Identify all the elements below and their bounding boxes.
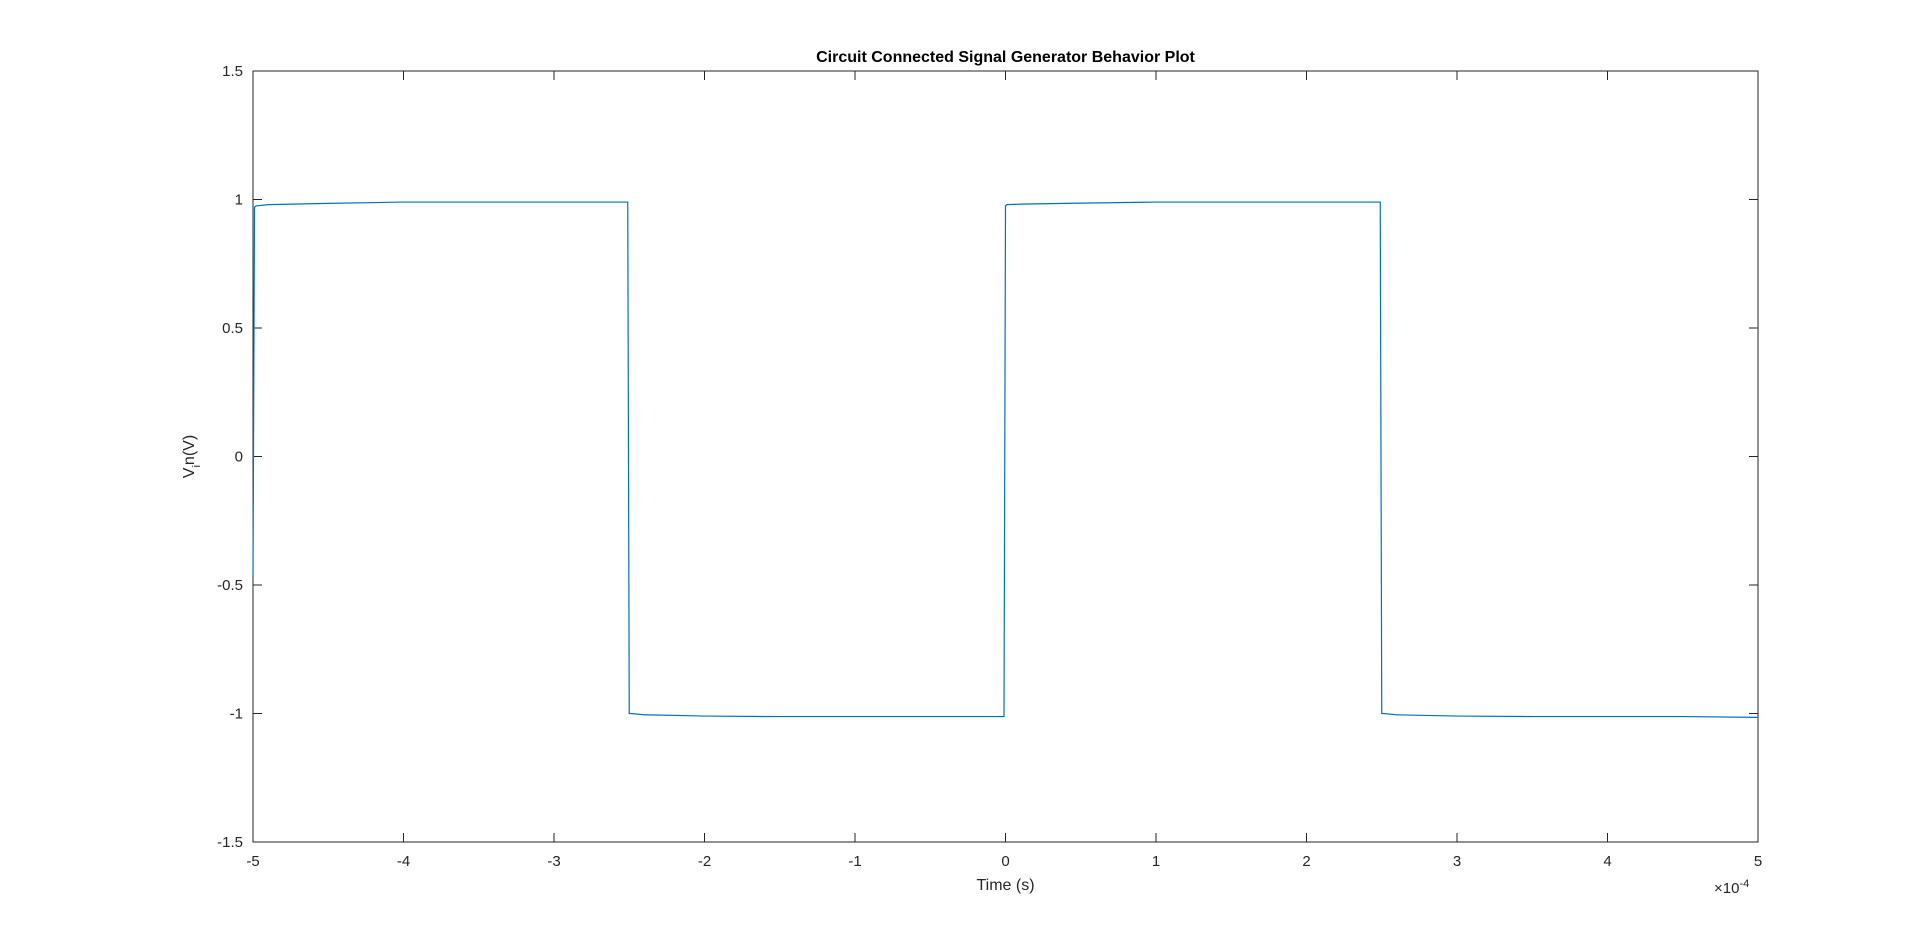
y-tick-label: 1 bbox=[235, 192, 243, 209]
chart-title: Circuit Connected Signal Generator Behav… bbox=[816, 49, 1195, 66]
x-tick-label: -5 bbox=[246, 853, 259, 870]
x-axis-multiplier: ×10-4 bbox=[1714, 878, 1749, 897]
x-tick-label: -4 bbox=[397, 853, 410, 870]
x-tick-label: 1 bbox=[1152, 853, 1160, 870]
x-tick-label: -3 bbox=[547, 853, 560, 870]
y-tick-label: 0.5 bbox=[222, 320, 243, 337]
x-tick-label: 0 bbox=[1001, 853, 1009, 870]
x-axis-multiplier-exponent: -4 bbox=[1739, 878, 1749, 890]
x-tick-label: -1 bbox=[848, 853, 861, 870]
y-tick-label: -0.5 bbox=[217, 577, 243, 594]
y-tick-label: 1.5 bbox=[222, 63, 243, 80]
tick-labels: -5 -4 -3 -2 -1 0 1 2 3 4 5 -1.5 -1 -0.5 0 0.5 1 1.5 bbox=[217, 63, 1762, 870]
x-axis-label: Time (s) bbox=[976, 877, 1034, 894]
series-line bbox=[252, 201, 1759, 718]
y-axis-label: Vin(V) bbox=[181, 435, 203, 478]
y-tick-label: 0 bbox=[235, 449, 243, 466]
x-tick-label: 5 bbox=[1754, 853, 1762, 870]
y-axis-label-main: V bbox=[181, 467, 198, 478]
x-axis-multiplier-base: ×10 bbox=[1714, 880, 1739, 897]
axes-box bbox=[252, 70, 1759, 843]
x-tick-label: 4 bbox=[1603, 853, 1611, 870]
y-axis-label-rest: n(V) bbox=[181, 435, 198, 465]
x-tick-label: -2 bbox=[698, 853, 711, 870]
x-tick-label: 2 bbox=[1302, 853, 1310, 870]
x-tick-label: 3 bbox=[1453, 853, 1461, 870]
y-axis-label-subscript: i bbox=[191, 465, 203, 467]
y-tick-label: -1 bbox=[230, 706, 243, 723]
tick-marks bbox=[252, 70, 1759, 843]
y-tick-label: -1.5 bbox=[217, 834, 243, 851]
